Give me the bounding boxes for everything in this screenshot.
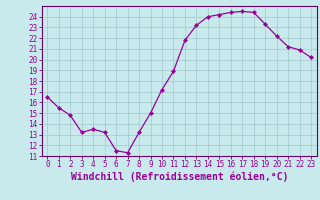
X-axis label: Windchill (Refroidissement éolien,°C): Windchill (Refroidissement éolien,°C) <box>70 172 288 182</box>
